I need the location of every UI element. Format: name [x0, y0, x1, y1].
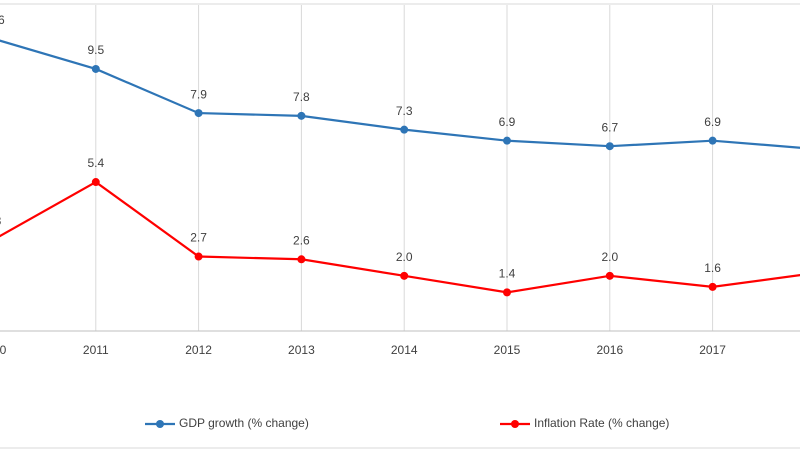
- data-point: [400, 125, 409, 134]
- data-label: 7.8: [293, 90, 310, 104]
- data-point: [503, 136, 511, 145]
- x-tick-label: 2011: [83, 343, 109, 357]
- data-label: 6.7: [601, 120, 618, 134]
- legend-marker: [511, 420, 519, 428]
- data-label: 9.5: [87, 43, 104, 57]
- x-tick-label: 2016: [596, 343, 623, 357]
- data-point: [708, 136, 717, 145]
- data-label: 3.3: [0, 214, 2, 228]
- data-point: [91, 64, 100, 73]
- data-label: 6.9: [499, 115, 516, 129]
- x-tick-label: 2012: [185, 343, 212, 357]
- data-label: 2.6: [293, 233, 310, 247]
- data-label: 2.7: [190, 231, 207, 245]
- data-point: [297, 111, 306, 120]
- data-label: 2.0: [396, 250, 413, 264]
- x-tick-label: 2010: [0, 343, 7, 357]
- x-tick-label: 2014: [391, 343, 418, 357]
- data-point: [400, 271, 409, 280]
- data-label: 7.3: [396, 104, 413, 118]
- data-label: 10.6: [0, 13, 5, 27]
- data-point: [503, 288, 511, 297]
- x-tick-label: 2015: [494, 343, 521, 357]
- data-label: 7.9: [190, 87, 207, 101]
- data-label: 6.9: [704, 115, 721, 129]
- legend-label: Inflation Rate (% change): [534, 416, 669, 430]
- data-point: [708, 282, 717, 291]
- data-point: [605, 142, 614, 151]
- data-point: [91, 178, 100, 187]
- data-point: [194, 109, 203, 118]
- data-label: 2.0: [601, 250, 618, 264]
- data-label: 1.4: [499, 267, 516, 281]
- legend-marker: [156, 420, 164, 428]
- data-label: 5.4: [87, 156, 104, 170]
- data-point: [297, 255, 306, 264]
- data-label: 1.6: [704, 261, 721, 275]
- x-tick-label: 2013: [288, 343, 315, 357]
- data-point: [605, 271, 614, 280]
- data-point: [194, 252, 203, 261]
- legend-label: GDP growth (% change): [179, 416, 309, 430]
- x-tick-label: 2017: [699, 343, 726, 357]
